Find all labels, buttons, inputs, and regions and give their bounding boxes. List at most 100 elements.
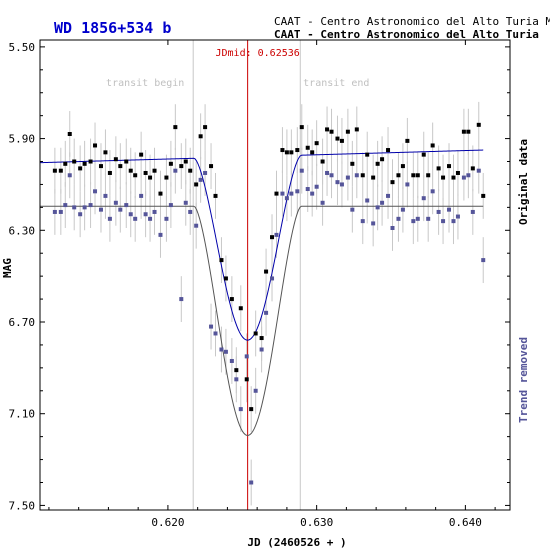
data-point-original (299, 125, 304, 130)
data-point-original (421, 152, 426, 157)
data-point-original (396, 173, 401, 178)
data-point-original (128, 168, 133, 173)
data-point-original (441, 175, 446, 180)
data-point-detrended (360, 219, 365, 224)
data-point-original (194, 182, 199, 187)
data-point-original (219, 258, 224, 263)
data-point-detrended (421, 196, 426, 201)
y-tick-label: 7.50 (9, 499, 36, 512)
data-point-detrended (98, 207, 103, 212)
data-point-detrended (128, 212, 133, 217)
right-label-original: Original data (517, 139, 530, 225)
chart-title: WD 1856+534 b (54, 19, 171, 37)
data-point-original (52, 168, 57, 173)
data-point-original (280, 148, 285, 153)
y-tick-label: 7.10 (9, 408, 36, 421)
data-point-original (78, 166, 83, 171)
data-point-original (118, 164, 123, 169)
data-point-detrended (179, 297, 184, 302)
data-point-detrended (209, 324, 214, 329)
data-point-detrended (188, 209, 193, 214)
data-point-detrended (219, 347, 224, 352)
y-tick-label: 5.90 (9, 133, 36, 146)
data-point-original (148, 175, 153, 180)
data-point-original (451, 175, 456, 180)
data-point-original (249, 407, 254, 412)
data-point-detrended (405, 182, 410, 187)
data-point-original (259, 336, 264, 341)
data-point-original (270, 235, 275, 240)
data-point-detrended (213, 331, 218, 336)
data-point-original (461, 129, 466, 134)
data-point-original (455, 170, 460, 175)
data-point-detrended (133, 216, 138, 221)
data-point-original (168, 161, 173, 166)
x-tick-label: 0.630 (300, 516, 333, 529)
data-point-original (335, 136, 340, 141)
data-point-original (88, 159, 93, 164)
data-point-detrended (284, 196, 289, 201)
data-point-detrended (107, 216, 112, 221)
data-point-detrended (380, 200, 385, 205)
data-point-detrended (476, 168, 481, 173)
data-point-original (354, 127, 359, 132)
data-point-original (415, 173, 420, 178)
data-point-detrended (295, 189, 300, 194)
data-point-detrended (466, 173, 471, 178)
data-point-original (67, 132, 72, 136)
data-point-detrended (461, 175, 466, 180)
data-point-detrended (436, 209, 441, 214)
y-tick-label: 6.30 (9, 224, 36, 237)
data-point-original (93, 143, 98, 148)
data-point-detrended (253, 388, 258, 393)
data-point-detrended (280, 191, 285, 196)
data-point-original (375, 161, 380, 166)
data-point-detrended (63, 203, 68, 208)
data-point-detrended (198, 177, 203, 182)
data-point-detrended (329, 173, 334, 178)
data-point-detrended (78, 212, 83, 217)
data-point-original (390, 180, 395, 185)
y-axis-label: MAG (1, 258, 14, 278)
data-point-detrended (270, 276, 275, 281)
data-point-detrended (310, 191, 315, 196)
data-point-original (223, 276, 228, 281)
data-point-detrended (168, 203, 173, 208)
data-point-original (213, 193, 218, 198)
x-axis-label: JD (2460526 + ) (247, 536, 346, 549)
data-point-original (470, 166, 475, 171)
data-point-detrended (72, 205, 77, 210)
data-point-original (173, 125, 178, 130)
plot-area (39, 40, 486, 510)
data-point-detrended (396, 216, 401, 221)
data-point-detrended (481, 258, 486, 263)
data-point-original (82, 161, 87, 166)
data-point-detrended (441, 219, 446, 224)
data-point-original (405, 138, 410, 143)
data-point-detrended (289, 191, 294, 196)
data-point-detrended (350, 207, 355, 212)
data-point-original (209, 164, 214, 169)
data-point-detrended (113, 200, 118, 205)
data-point-detrended (229, 358, 234, 363)
data-point-original (284, 150, 289, 155)
data-point-detrended (118, 207, 123, 212)
data-point-original (253, 331, 258, 336)
data-point-original (310, 150, 315, 155)
data-point-detrended (314, 184, 319, 189)
data-point-original (264, 269, 269, 274)
data-point-original (426, 173, 431, 178)
axis-ticks: 5.50 5.90 6.30 6.70 7.10 7.50 0.620 0.630 0.640 (9, 40, 510, 529)
data-point-original (314, 141, 319, 146)
data-point-detrended (82, 205, 87, 210)
data-point-detrended (183, 200, 188, 205)
data-point-detrended (58, 209, 63, 214)
data-point-detrended (158, 232, 163, 237)
data-point-original (476, 122, 481, 127)
transit-end-label: transit end (303, 78, 369, 89)
data-point-original (295, 148, 300, 153)
data-point-detrended (375, 205, 380, 210)
data-point-original (238, 306, 243, 311)
data-point-detrended (415, 216, 420, 221)
plot-frame (39, 39, 511, 511)
